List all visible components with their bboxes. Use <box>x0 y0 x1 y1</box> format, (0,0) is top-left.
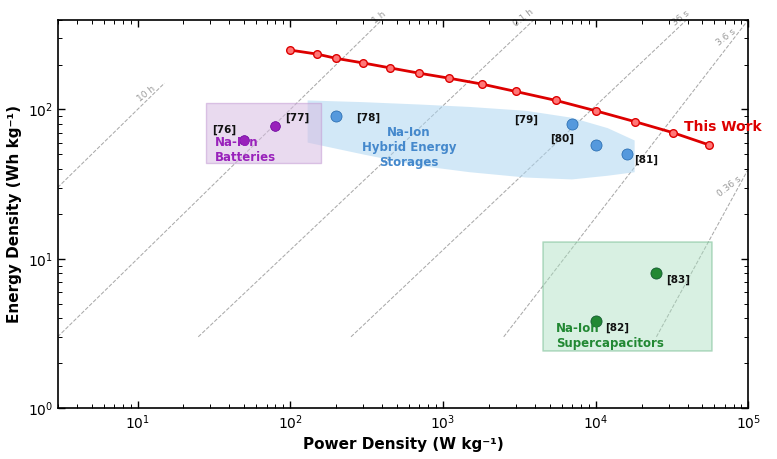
Text: [76]: [76] <box>213 125 237 135</box>
Text: [81]: [81] <box>634 155 658 165</box>
Polygon shape <box>308 101 635 179</box>
Text: Na-Ion
Batteries: Na-Ion Batteries <box>214 135 276 163</box>
Text: [77]: [77] <box>284 112 309 123</box>
Text: 1 h: 1 h <box>371 10 388 26</box>
Polygon shape <box>206 103 322 163</box>
Text: 36 s: 36 s <box>671 8 692 27</box>
Y-axis label: Energy Density (Wh kg⁻¹): Energy Density (Wh kg⁻¹) <box>7 105 22 323</box>
Text: [83]: [83] <box>666 274 690 285</box>
Text: Na-Ion
Hybrid Energy
Storages: Na-Ion Hybrid Energy Storages <box>362 126 456 169</box>
Text: [82]: [82] <box>605 323 629 333</box>
Text: This Work: This Work <box>685 120 761 134</box>
Text: 10 h: 10 h <box>136 84 158 104</box>
Text: [80]: [80] <box>549 134 573 144</box>
Text: 0.36 s: 0.36 s <box>716 174 743 198</box>
Text: 0.1 h: 0.1 h <box>511 7 535 28</box>
Text: [78]: [78] <box>356 113 380 123</box>
Text: Na-Ion
Supercapacitors: Na-Ion Supercapacitors <box>556 322 664 350</box>
Text: [79]: [79] <box>514 115 538 125</box>
Polygon shape <box>542 242 713 351</box>
Text: 3.6 s: 3.6 s <box>715 27 738 47</box>
X-axis label: Power Density (W kg⁻¹): Power Density (W kg⁻¹) <box>303 437 503 452</box>
